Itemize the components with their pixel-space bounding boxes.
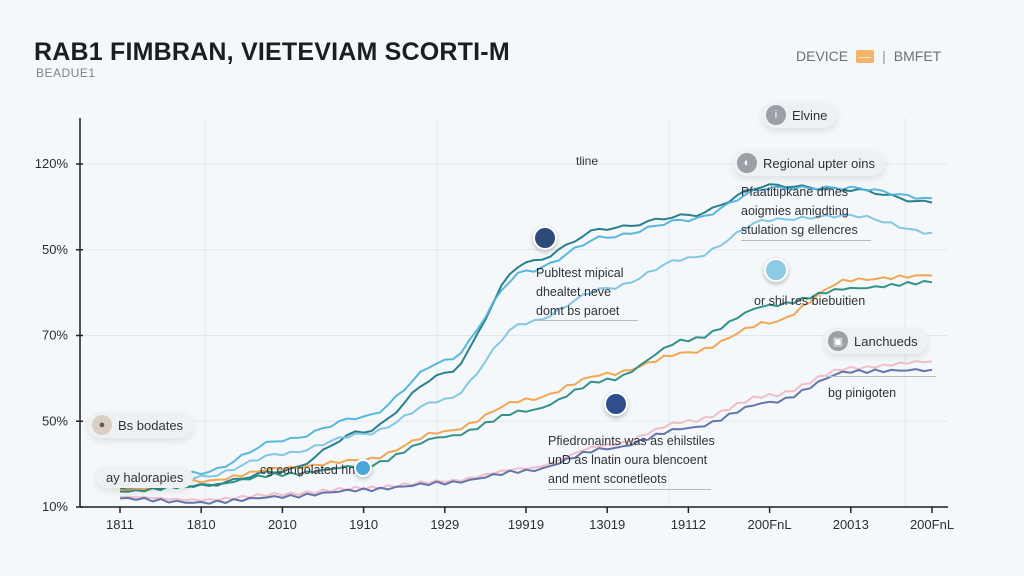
annotation-pill-bodates: ● Bs bodates [88,412,194,438]
annotation-congolated: cg congolated hn [260,463,356,477]
y-tick-label: 50% [42,242,68,257]
annotation-line: stulation sg ellencres [741,223,858,237]
x-tick-label: 19112 [671,517,706,532]
mail-icon[interactable] [856,49,875,63]
x-tick-label: 13019 [589,517,625,532]
y-tick-label: 50% [42,413,68,428]
annotation-text: ay halorapies [106,470,184,485]
annotation-block-bottom: Pfiedronaints was as ehilstiles unD as l… [548,432,715,489]
chart-title: RAB1 FIMBRAN, VIETEVIAM SCORTI-M [34,38,510,66]
x-tick-label: 2010 [268,517,297,532]
x-tick-label: 1929 [430,517,459,532]
x-tick-label: 200FnL [748,517,792,532]
chart-subtitle: BEADUE1 [36,66,96,80]
series-line-slate-blue [119,368,933,505]
annotation-mid-right: or shil res biebuitien [754,294,866,308]
y-tick-label: 120% [35,156,69,171]
series-line-light-blue [119,213,933,488]
x-tick-label: 200FnL [910,517,954,532]
info-icon: i [766,105,786,125]
annotation-line: dhealtet neve [536,285,612,299]
series-line-sky-blue [119,185,933,486]
series-line-orange [119,274,933,492]
x-tick-label: 19919 [508,517,544,532]
annotation-line: domt bs paroet [536,304,620,318]
annotation-block-mid: Publtest mipical dhealtet neve domt bs p… [536,264,624,321]
marker-dot [533,226,557,250]
annotation-line: aoigmies amigdting [741,204,849,218]
chart-icon: ◐ [737,153,757,173]
marker-dot [354,459,372,477]
annotation-underline [826,376,936,377]
y-tick-label: 10% [42,499,68,514]
x-tick-label: 1811 [106,517,134,532]
bmfet-label[interactable]: BMFET [893,48,942,64]
x-tick-label: 1810 [187,517,216,532]
annotation-text: Regional upter oins [763,155,876,171]
series-line-green-teal [119,280,933,493]
annotation-block-right: Pfaatitipkane drnes aoigmies amigdting s… [741,183,858,240]
x-tick-label: 20013 [833,517,869,532]
series-line-teal-dark [119,183,933,491]
x-tick-label: 1910 [349,517,378,532]
annotation-text: Lanchueds [854,333,918,349]
header-separator: | [882,48,886,64]
annotation-line: Pfaatitipkane drnes [741,185,849,199]
device-label[interactable]: DEVICE [796,48,849,64]
annotation-line: unD as lnatin oura blencoent [548,453,708,467]
annotation-text: Elvine [792,107,828,123]
annotation-line: Publtest mipical [536,266,624,280]
annotation-pill-halorapies: ay halorapies [96,467,194,488]
annotation-pill-regional: ◐ Regional upter oins [733,150,886,176]
annotation-text: Bs bodates [118,417,184,433]
marker-dot [764,258,788,282]
annotation-pinigoten: bg pinigoten [828,386,897,400]
header-right: DEVICE | BMFET [796,48,941,64]
annotation-tline: tline [576,154,599,168]
annotation-underline [741,240,871,241]
annotation-line: Pfiedronaints was as ehilstiles [548,434,715,448]
marker-dot [604,392,628,416]
avatar-icon: ● [92,415,112,435]
annotation-pill-launched: ▣ Lanchueds [824,328,928,354]
annotation-underline [548,489,711,490]
annotation-pill-top: i Elvine [762,102,838,128]
y-tick-label: 70% [42,328,68,343]
annotation-underline [536,320,638,321]
annotation-line: and ment sconetleots [548,472,667,486]
launch-icon: ▣ [828,331,848,351]
